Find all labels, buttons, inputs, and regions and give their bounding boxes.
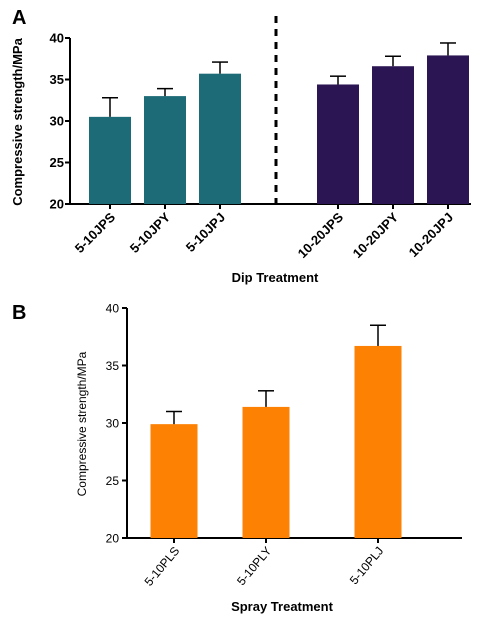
panel-a-x-tick-label: 5-10JPY <box>127 209 174 256</box>
panel-b-y-axis-label: Compressive strength/MPa <box>75 351 89 496</box>
panel-a-x-tick-label: 5-10JPJ <box>183 210 228 255</box>
panel-b-x-axis-label: Spray Treatment <box>231 599 334 614</box>
panel-a-bar <box>317 84 359 204</box>
panel-b-y-tick-label: 25 <box>106 474 120 488</box>
panel-a-x-tick-label: 5-10JPS <box>72 209 119 256</box>
panel-a-letter: A <box>12 7 26 29</box>
panel-a-y-tick-label: 30 <box>50 114 64 129</box>
panel-b-x-tick-label: 5-10PLJ <box>347 544 386 587</box>
panel-b-bar <box>150 424 198 538</box>
panel-b-y-tick-label: 35 <box>106 359 120 373</box>
panel-a-y-axis-label: Compressive strength/MPa <box>10 37 25 205</box>
panel-b-y-tick-label: 30 <box>106 417 120 431</box>
panel-a: A Compressive strength/MPa Dip Treatment… <box>10 7 471 285</box>
panel-a-bar <box>144 96 186 204</box>
panel-a-bar <box>89 116 131 204</box>
panel-a-x-tick-label: 10-20JPY <box>350 209 402 261</box>
panel-a-y-tick-label: 35 <box>50 72 64 87</box>
panel-b-bar <box>354 345 402 538</box>
panel-b-letter: B <box>12 302 26 324</box>
panel-b-x-tick-label: 5-10PLY <box>234 544 274 588</box>
panel-b: B Compressive strength/MPa Spray Treatme… <box>12 302 462 614</box>
panel-b-bar <box>242 406 290 538</box>
panel-b-marks: 20 25 30 35 40 5-10PLS 5-10PLY 5-10PLJ <box>106 302 462 589</box>
panel-a-y-tick-label: 25 <box>50 155 64 170</box>
panel-b-x-tick-label: 5-10PLS <box>142 544 183 589</box>
panel-a-y-tick-label: 40 <box>50 31 64 46</box>
panel-a-x-tick-label: 10-20JPS <box>295 209 347 261</box>
panel-a-x-axis-label: Dip Treatment <box>232 270 319 285</box>
panel-a-bar <box>199 73 241 204</box>
panel-a-x-tick-label: 10-20JPJ <box>406 210 456 260</box>
panel-a-bar <box>372 66 414 204</box>
panel-b-y-tick-label: 20 <box>106 532 120 546</box>
panel-a-bar <box>427 55 469 205</box>
panel-a-y-tick-label: 20 <box>50 197 64 212</box>
panel-b-y-tick-label: 40 <box>106 302 120 316</box>
